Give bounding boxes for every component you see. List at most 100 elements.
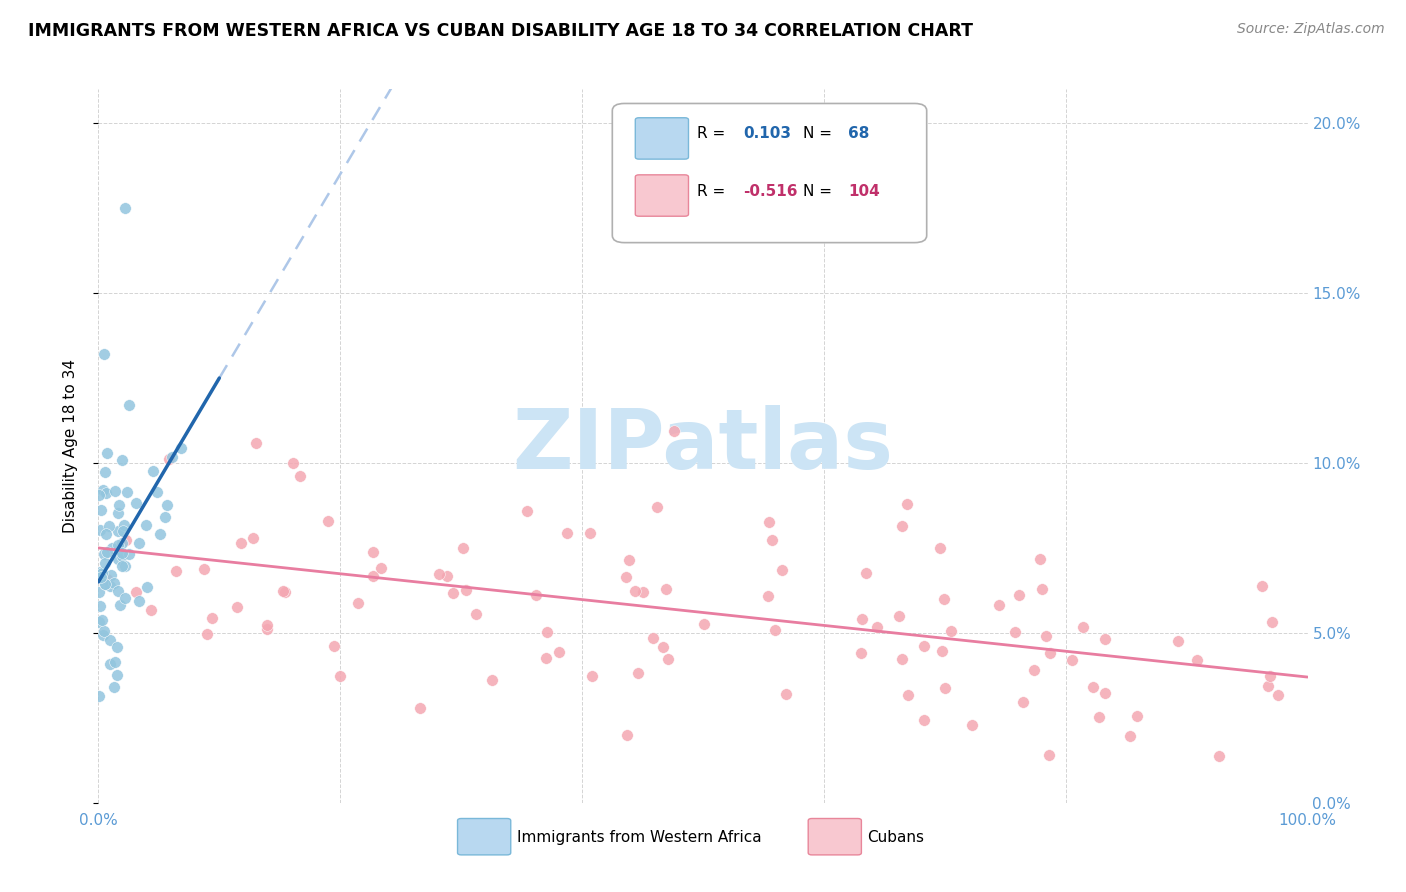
Point [1125,709,1147,723]
Point [94,576,117,591]
Point [627,666,650,681]
Point [1167,634,1189,648]
Point [1039,646,1062,660]
Point [1024,663,1046,677]
Point [1031,582,1053,596]
Point [91,628,114,642]
Point [1004,625,1026,640]
FancyBboxPatch shape [636,118,689,159]
Point [160,450,183,464]
Y-axis label: Disability Age 18 to 34: Disability Age 18 to 34 [63,359,77,533]
Point [1012,695,1035,709]
Point [616,728,638,742]
Point [329,669,352,683]
Point [290,468,312,483]
Point [929,541,952,556]
Point [441,586,464,600]
Point [655,582,678,597]
Point [229,535,252,549]
Point [108,499,131,513]
Point [1008,588,1031,602]
Text: Immigrants from Western Africa: Immigrants from Western Africa [517,830,762,845]
Point [849,647,872,661]
Point [662,424,685,438]
Point [107,640,129,654]
Point [107,538,129,552]
Point [107,551,129,566]
Point [114,559,136,574]
Text: R =: R = [697,184,730,199]
Point [763,623,786,637]
Point [98,579,121,593]
Point [1028,552,1050,566]
Point [256,623,278,637]
Point [97,519,120,533]
Point [427,567,450,582]
Point [775,687,797,701]
Text: 0.103: 0.103 [742,126,792,141]
Point [96,572,118,586]
Point [103,680,125,694]
Point [316,514,339,528]
Point [107,583,129,598]
Point [98,632,121,647]
Text: 104: 104 [848,184,880,199]
Point [87,615,110,630]
Point [94,556,117,570]
Point [623,584,645,599]
Point [912,639,935,653]
Text: Cubans: Cubans [868,830,925,845]
Point [361,569,384,583]
Point [193,562,215,576]
Point [931,643,953,657]
Point [93,347,115,361]
Point [115,485,138,500]
Point [361,545,384,559]
Point [90,566,112,581]
Point [643,631,665,645]
Point [89,599,111,614]
Point [156,498,179,512]
Point [245,435,267,450]
FancyBboxPatch shape [636,175,689,216]
Point [555,525,578,540]
Point [125,495,148,509]
Point [481,673,503,687]
Point [112,524,135,539]
Point [87,689,110,703]
Text: IMMIGRANTS FROM WESTERN AFRICA VS CUBAN DISABILITY AGE 18 TO 34 CORRELATION CHAR: IMMIGRANTS FROM WESTERN AFRICA VS CUBAN … [28,22,973,40]
Point [939,624,962,638]
Point [1208,749,1230,764]
Point [987,599,1010,613]
Point [91,483,114,498]
Point [651,640,673,655]
Point [890,652,912,666]
Point [111,549,134,563]
Point [866,620,889,634]
Point [322,639,344,653]
Point [94,465,117,479]
Point [135,518,157,533]
Text: ZIPatlas: ZIPatlas [513,406,893,486]
Point [89,523,111,537]
Point [110,546,132,560]
Point [89,565,111,579]
Point [657,652,679,666]
Point [118,398,141,412]
FancyBboxPatch shape [613,103,927,243]
Point [645,500,668,514]
Point [1261,615,1284,630]
Text: N =: N = [803,184,837,199]
Point [96,545,118,559]
Point [1071,620,1094,634]
Point [110,558,132,573]
Point [90,613,112,627]
Point [114,201,136,215]
Point [105,668,128,682]
Point [1257,680,1279,694]
Point [1035,629,1057,643]
FancyBboxPatch shape [808,819,862,855]
Point [107,524,129,538]
Point [631,584,654,599]
Point [118,547,141,561]
